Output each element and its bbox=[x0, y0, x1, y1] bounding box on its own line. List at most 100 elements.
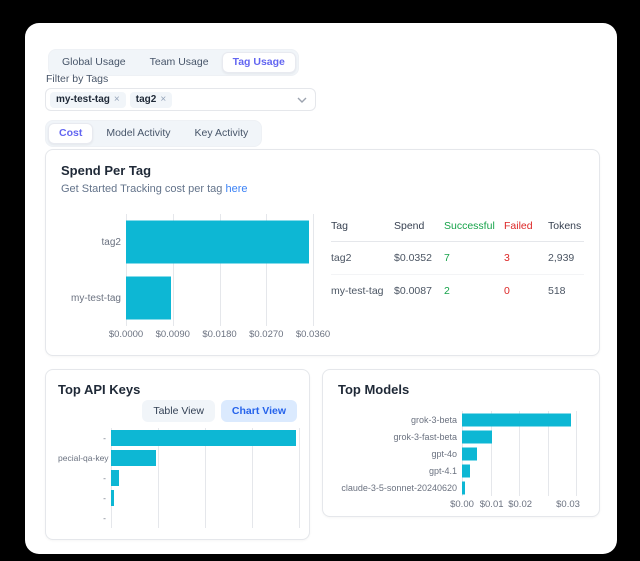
chart-category-label: tag2 bbox=[101, 236, 121, 248]
header-spend: Spend bbox=[394, 220, 425, 232]
chart-category-label: - bbox=[103, 473, 106, 483]
here-link[interactable]: here bbox=[225, 183, 248, 195]
spend-per-tag-card: Spend Per Tag Get Started Tracking cost … bbox=[45, 149, 600, 356]
chart-category-label: my-test-tag bbox=[70, 292, 121, 304]
cell-spend: $0.0352 bbox=[394, 252, 432, 264]
x-axis: $0.0000 $0.0090 $0.0180 $0.0270 $0.0360 bbox=[109, 326, 330, 340]
chart-bar bbox=[462, 447, 477, 460]
x-axis-tick: $0.0270 bbox=[249, 329, 284, 340]
chart-row: - bbox=[58, 488, 299, 508]
x-axis-tick: $0.0180 bbox=[202, 329, 237, 340]
chart-bar bbox=[126, 276, 172, 320]
chart-category-label: gpt-4.1 bbox=[428, 465, 457, 476]
chart-gridlines bbox=[126, 214, 314, 326]
x-axis-tick: $0.0090 bbox=[155, 329, 190, 340]
gridline bbox=[519, 411, 520, 496]
spend-card-title: Spend Per Tag bbox=[61, 163, 152, 178]
chart-row: claude-3-5-sonnet-20240620 bbox=[338, 479, 576, 496]
cell-tag: my-test-tag bbox=[331, 285, 384, 297]
chart-category-label: - bbox=[103, 433, 106, 443]
chart-bar bbox=[111, 430, 296, 446]
spend-per-tag-chart: tag2 my-test-tag $0.0000 $0.0090 $0.0180 $0.0… bbox=[61, 214, 330, 340]
gridline bbox=[490, 411, 492, 496]
gridline bbox=[219, 214, 221, 326]
chart-bar bbox=[462, 413, 571, 426]
gridline bbox=[266, 214, 268, 326]
chart-category-label: gpt-4o bbox=[431, 448, 457, 459]
chip-label: my-test-tag bbox=[56, 93, 110, 105]
chart-row: - bbox=[58, 468, 299, 488]
remove-tag-icon[interactable]: × bbox=[160, 93, 167, 105]
tab-cost[interactable]: Cost bbox=[48, 123, 94, 144]
gridline bbox=[299, 428, 300, 528]
chart-row: tag2 bbox=[61, 214, 313, 270]
chart-category-label: pecial-qa-key bbox=[58, 453, 109, 463]
header-failed: Failed bbox=[504, 220, 533, 232]
chart-row: grok-3-fast-beta bbox=[338, 428, 576, 445]
x-axis-tick: $0.0000 bbox=[108, 329, 144, 340]
cell-failed: 0 bbox=[504, 285, 510, 297]
cell-successful: 2 bbox=[444, 285, 450, 297]
tab-global-usage[interactable]: Global Usage bbox=[51, 52, 137, 73]
gridline bbox=[252, 428, 253, 528]
dashboard-window: Global Usage Team Usage Tag Usage Filter… bbox=[25, 23, 617, 554]
chart-row: gpt-4.1 bbox=[338, 462, 576, 479]
table-header-row: Tag Spend Successful Failed Tokens bbox=[331, 214, 584, 242]
cell-tokens: 518 bbox=[548, 285, 566, 297]
table-row: my-test-tag $0.0087 2 0 518 bbox=[331, 275, 584, 307]
top-models-chart: grok-3-beta grok-3-fast-beta gpt-4o gpt-4.1… bbox=[338, 411, 580, 510]
chevron-down-icon bbox=[297, 97, 307, 103]
tag-filter-select[interactable]: my-test-tag × tag2 × bbox=[45, 88, 316, 111]
top-models-title: Top Models bbox=[338, 382, 410, 397]
chart-row: gpt-4o bbox=[338, 445, 576, 462]
chart-category-label: - bbox=[103, 493, 106, 503]
tag-chip-tag2: tag2 × bbox=[129, 91, 173, 108]
view-toggle-group: Table View Chart View bbox=[58, 400, 297, 422]
cell-failed: 3 bbox=[504, 252, 510, 264]
tag-chip-my-test-tag: my-test-tag × bbox=[50, 91, 126, 108]
top-api-keys-title: Top API Keys bbox=[58, 382, 141, 397]
chart-row: - bbox=[58, 428, 299, 448]
chart-category-label: - bbox=[103, 513, 106, 523]
tab-tag-usage[interactable]: Tag Usage bbox=[221, 52, 296, 73]
chart-bar bbox=[462, 430, 492, 443]
header-tag: Tag bbox=[331, 220, 348, 232]
gridline bbox=[576, 411, 577, 496]
x-axis-tick: $0.00 bbox=[450, 499, 474, 510]
chart-row: grok-3-beta bbox=[338, 411, 576, 428]
gridline bbox=[313, 214, 314, 326]
chart-bar bbox=[462, 481, 466, 494]
top-models-card: Top Models grok-3-beta grok-3-fast-beta gp… bbox=[322, 369, 600, 517]
chart-bar bbox=[126, 220, 309, 264]
table-view-button[interactable]: Table View bbox=[142, 400, 215, 422]
x-axis-tick: $0.02 bbox=[508, 499, 533, 510]
remove-tag-icon[interactable]: × bbox=[113, 93, 120, 105]
tab-team-usage[interactable]: Team Usage bbox=[139, 52, 220, 73]
chart-view-button[interactable]: Chart View bbox=[220, 400, 297, 422]
cell-successful: 7 bbox=[444, 252, 450, 264]
tab-key-activity[interactable]: Key Activity bbox=[184, 123, 260, 144]
chart-row: - bbox=[58, 508, 299, 528]
gridline bbox=[172, 214, 174, 326]
cell-tokens: 2,939 bbox=[548, 252, 575, 264]
chart-category-label: grok-3-beta bbox=[410, 414, 457, 425]
x-axis: $0.00 $0.01 $0.02 $0.03 bbox=[450, 496, 580, 510]
chart-category-label: claude-3-5-sonnet-20240620 bbox=[341, 482, 457, 493]
cost-tab-group: Cost Model Activity Key Activity bbox=[45, 120, 263, 147]
x-axis-tick: $0.0360 bbox=[295, 329, 331, 340]
tag-usage-table: Tag Spend Successful Failed Tokens tag2 … bbox=[331, 214, 584, 340]
tab-model-activity[interactable]: Model Activity bbox=[95, 123, 181, 144]
chart-row: my-test-tag bbox=[61, 270, 313, 326]
chart-bar bbox=[111, 490, 115, 506]
header-successful: Successful bbox=[444, 220, 495, 232]
header-tokens: Tokens bbox=[548, 220, 582, 232]
x-axis-tick: $0.01 bbox=[479, 499, 504, 510]
x-axis-tick: $0.03 bbox=[556, 499, 580, 510]
table-row: tag2 $0.0352 7 3 2,939 bbox=[331, 242, 584, 275]
chart-bar bbox=[462, 464, 470, 477]
chart-bar bbox=[111, 470, 119, 486]
filter-by-tags-label: Filter by Tags bbox=[46, 73, 109, 85]
cell-spend: $0.0087 bbox=[394, 285, 432, 297]
top-api-keys-card: Top API Keys Table View Chart View - peci… bbox=[45, 369, 310, 540]
